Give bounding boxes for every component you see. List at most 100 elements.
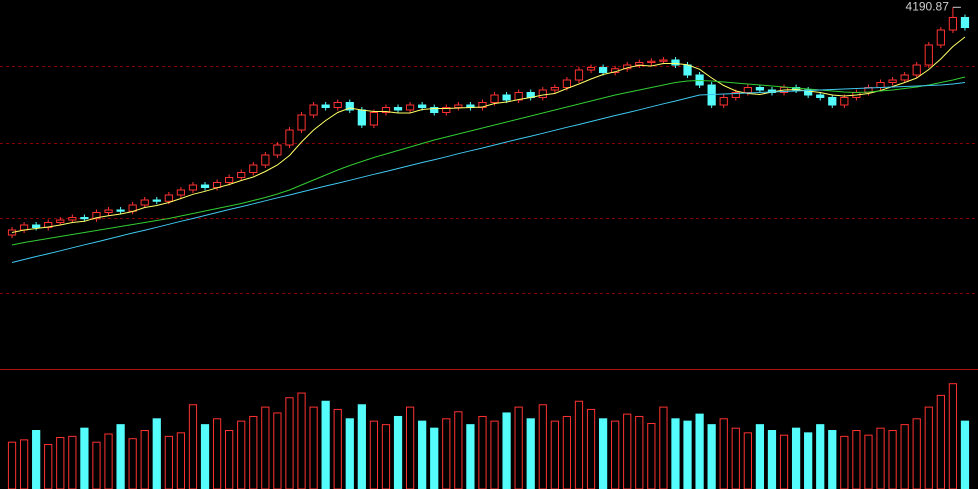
volume-bar — [357, 404, 366, 489]
volume-bar — [405, 406, 415, 489]
volume-bar — [44, 444, 53, 489]
volume-bar — [502, 412, 511, 489]
candle-body — [321, 104, 330, 108]
volume-bar — [840, 435, 849, 489]
candle-body — [659, 59, 668, 62]
volume-bar — [900, 424, 909, 489]
volume-bar — [418, 420, 427, 489]
volume-bar — [514, 406, 523, 489]
candle-body — [924, 44, 933, 66]
volume-bar — [924, 406, 933, 489]
candle-body — [405, 104, 415, 111]
volume-bar — [104, 433, 113, 489]
volume-bar — [321, 400, 330, 489]
candle-body — [948, 17, 958, 31]
volume-bar — [128, 438, 137, 489]
candle-body — [900, 74, 909, 81]
volume-bar — [200, 424, 210, 489]
volume-bar — [816, 424, 825, 489]
volume-bar — [430, 427, 439, 489]
candle-body — [719, 97, 728, 106]
candle-body — [960, 17, 970, 28]
candle-body — [369, 112, 379, 126]
candle-body — [755, 87, 765, 91]
candle-body — [309, 104, 318, 116]
volume-bar — [743, 432, 752, 489]
candle-body — [261, 154, 270, 166]
candle-body — [442, 107, 451, 113]
volume-bar — [671, 418, 680, 489]
volume-bar — [32, 430, 41, 489]
volume-bar — [249, 415, 258, 489]
volume-bar — [659, 406, 668, 489]
max-label: 4190.87 — [906, 0, 950, 13]
volume-bar — [647, 422, 656, 489]
volume-bar — [80, 427, 89, 489]
candle-body — [188, 184, 198, 191]
volume-bar — [442, 418, 451, 489]
candle-body — [393, 107, 403, 111]
candle-body — [273, 144, 282, 156]
volume-bar — [876, 427, 885, 489]
volume-bar — [550, 420, 559, 489]
volume-bar — [333, 408, 342, 489]
candle-body — [152, 199, 161, 202]
candle-body — [635, 62, 644, 66]
volume-bar — [731, 427, 740, 489]
volume-bar — [598, 418, 608, 489]
candle-body — [80, 217, 89, 220]
candle-body — [912, 64, 921, 76]
candle-body — [176, 189, 186, 196]
volume-bar — [864, 434, 873, 489]
volume-bar — [611, 420, 620, 489]
candle-body — [333, 102, 342, 108]
candle-body — [104, 209, 113, 213]
volume-bar — [912, 418, 921, 489]
volume-bar — [92, 441, 101, 489]
volume-bar — [188, 404, 198, 489]
volume-bar — [526, 418, 535, 489]
volume-bar — [948, 383, 958, 489]
candle-body — [731, 92, 740, 98]
candle-body — [32, 224, 41, 228]
candle-body — [574, 69, 584, 81]
volume-bar — [767, 430, 777, 489]
volume-bar — [345, 418, 354, 489]
volume-bar — [309, 406, 318, 489]
candle-body — [598, 67, 608, 73]
candle-body — [116, 209, 125, 212]
moving-average-line — [11, 82, 966, 263]
volume-bar — [285, 397, 294, 489]
candle-body — [357, 109, 366, 126]
candle-body — [936, 29, 945, 46]
volume-bar — [828, 430, 837, 489]
candle-body — [647, 60, 656, 63]
volume-bar — [888, 430, 897, 489]
volume-bar — [478, 415, 487, 489]
candle-body — [430, 107, 439, 113]
volume-bar — [623, 413, 632, 489]
volume-bar — [852, 430, 861, 489]
candle-body — [454, 104, 463, 108]
volume-bar — [779, 434, 789, 489]
candle-body — [671, 59, 680, 66]
volume-bar — [562, 415, 572, 489]
candle-body — [164, 194, 173, 202]
volume-bar — [960, 420, 970, 489]
volume-bar — [755, 424, 765, 489]
volume-bar — [381, 424, 391, 489]
volume-bar — [466, 424, 475, 489]
volume-bar — [791, 427, 801, 489]
candle-body — [804, 89, 813, 96]
candle-body — [345, 102, 354, 111]
candle-body — [285, 129, 294, 146]
volume-bar — [538, 404, 547, 489]
volume-bar — [490, 420, 499, 489]
candle-body — [888, 79, 897, 83]
volume-bar — [237, 420, 246, 489]
candle-body — [381, 107, 391, 113]
candle-body — [56, 219, 65, 223]
candle-body — [249, 164, 258, 173]
